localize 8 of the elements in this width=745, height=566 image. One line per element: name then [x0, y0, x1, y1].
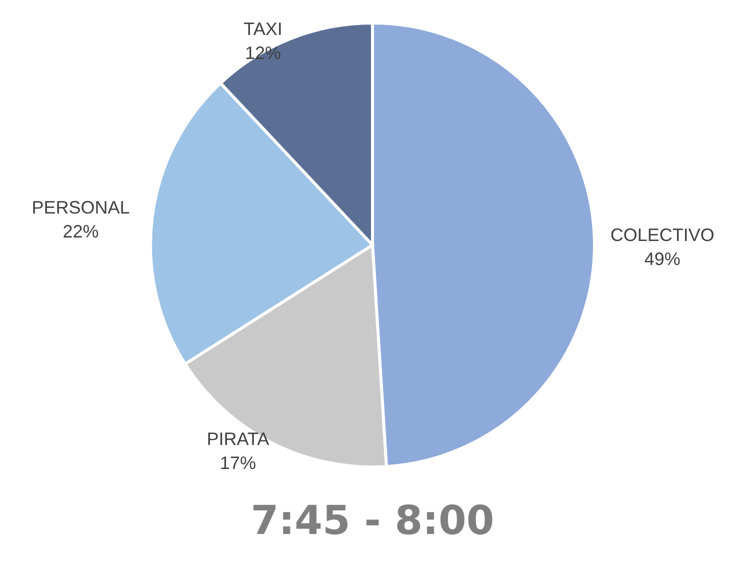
slice-label: PIRATA — [206, 429, 270, 449]
data-label: 49% — [644, 248, 680, 269]
data-label: 22% — [62, 221, 99, 242]
slice-label: PERSONAL — [32, 197, 130, 218]
data-label: 17% — [220, 453, 256, 473]
slice-label: TAXI — [244, 19, 282, 39]
slice-label: COLECTIVO — [610, 224, 714, 245]
text: 7:45 - 8:00 — [250, 498, 494, 544]
